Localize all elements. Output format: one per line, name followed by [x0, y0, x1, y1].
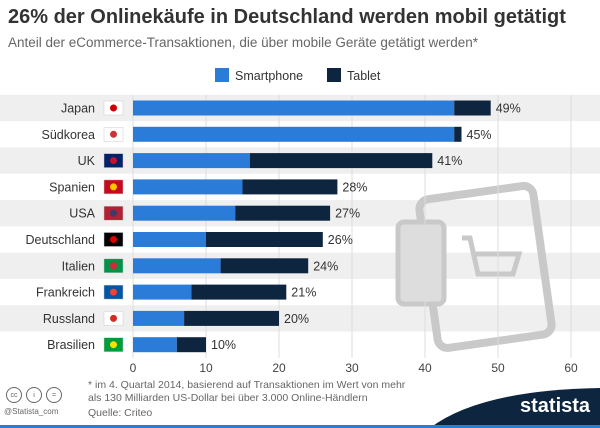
bar-tablet [206, 232, 323, 247]
footer-band [430, 388, 600, 428]
bar-tablet [191, 284, 287, 300]
bar-tablet [184, 310, 279, 326]
bar-tablet [235, 205, 331, 221]
footnote: * im 4. Quartal 2014, basierend auf Tran… [88, 379, 406, 404]
category-label: Südkorea [41, 128, 95, 142]
data-label: 20% [284, 312, 309, 326]
category-label: Frankreich [36, 286, 95, 300]
flag-es-emblem [110, 183, 117, 191]
data-label: 28% [342, 180, 367, 194]
bar-smartphone [133, 284, 192, 300]
category-label: Spanien [49, 180, 95, 194]
flag-gb-emblem [110, 157, 117, 165]
bar-smartphone [133, 126, 455, 142]
category-label: Russland [43, 312, 95, 326]
legend-label: Smartphone [235, 69, 303, 83]
x-tick-label: 60 [564, 361, 578, 375]
bar-tablet [454, 100, 491, 116]
data-label: 21% [291, 286, 316, 300]
category-label: Italien [62, 259, 95, 273]
bar-tablet [176, 337, 206, 353]
flag-ru-emblem [110, 314, 117, 322]
flag-br-emblem [110, 341, 117, 349]
x-tick-label: 0 [130, 361, 137, 375]
bar-tablet [454, 126, 462, 142]
category-label: UK [78, 154, 96, 168]
by-icon: i [26, 387, 42, 403]
footer-line [0, 425, 600, 428]
bar-smartphone [133, 153, 250, 169]
bar-smartphone [133, 310, 185, 326]
legend-swatch [215, 68, 229, 82]
cc-icon: cc [6, 387, 22, 403]
bar-smartphone [133, 100, 455, 116]
legend-swatch [327, 68, 341, 82]
bar-smartphone [133, 179, 243, 195]
data-label: 10% [211, 338, 236, 352]
chart-title: 26% der Onlinekäufe in Deutschland werde… [8, 6, 566, 28]
flag-kr-emblem [110, 130, 117, 138]
flag-de-emblem [110, 236, 117, 243]
bar-smartphone [133, 232, 206, 247]
source: Quelle: Criteo [88, 407, 153, 419]
chart-subtitle: Anteil der eCommerce-Transaktionen, die … [8, 35, 478, 50]
category-label: Deutschland [26, 233, 96, 247]
bar-smartphone [133, 205, 236, 221]
data-label: 26% [328, 233, 353, 247]
category-label: Brasilien [47, 338, 95, 352]
x-tick-label: 30 [345, 361, 359, 375]
x-tick-label: 40 [418, 361, 432, 375]
bar-tablet [242, 179, 338, 195]
bar-smartphone [133, 258, 221, 274]
legend-label: Tablet [347, 69, 381, 83]
x-tick-label: 50 [491, 361, 505, 375]
nd-icon: = [46, 387, 62, 403]
data-label: 49% [496, 102, 521, 116]
flag-us-emblem [110, 209, 117, 217]
statista-logo: statista [520, 395, 591, 417]
flag-it-emblem [110, 262, 117, 270]
bar-tablet [220, 258, 309, 274]
data-label: 41% [437, 154, 462, 168]
cc-license-icons: cc i = [6, 387, 62, 403]
data-label: 45% [467, 128, 492, 142]
twitter-handle: @Statista_com [4, 407, 59, 416]
bar-smartphone [133, 337, 177, 353]
flag-fr-emblem [110, 288, 117, 296]
x-tick-label: 20 [272, 361, 286, 375]
cart-illustration-icon [462, 235, 523, 277]
category-label: USA [69, 207, 95, 221]
x-tick-label: 10 [199, 361, 213, 375]
data-label: 24% [313, 259, 338, 273]
flag-jp-emblem [110, 104, 117, 112]
category-label: Japan [61, 102, 95, 116]
data-label: 27% [335, 207, 360, 221]
row-background [0, 305, 600, 332]
bar-tablet [249, 153, 433, 169]
phone-illustration-icon [395, 219, 447, 307]
